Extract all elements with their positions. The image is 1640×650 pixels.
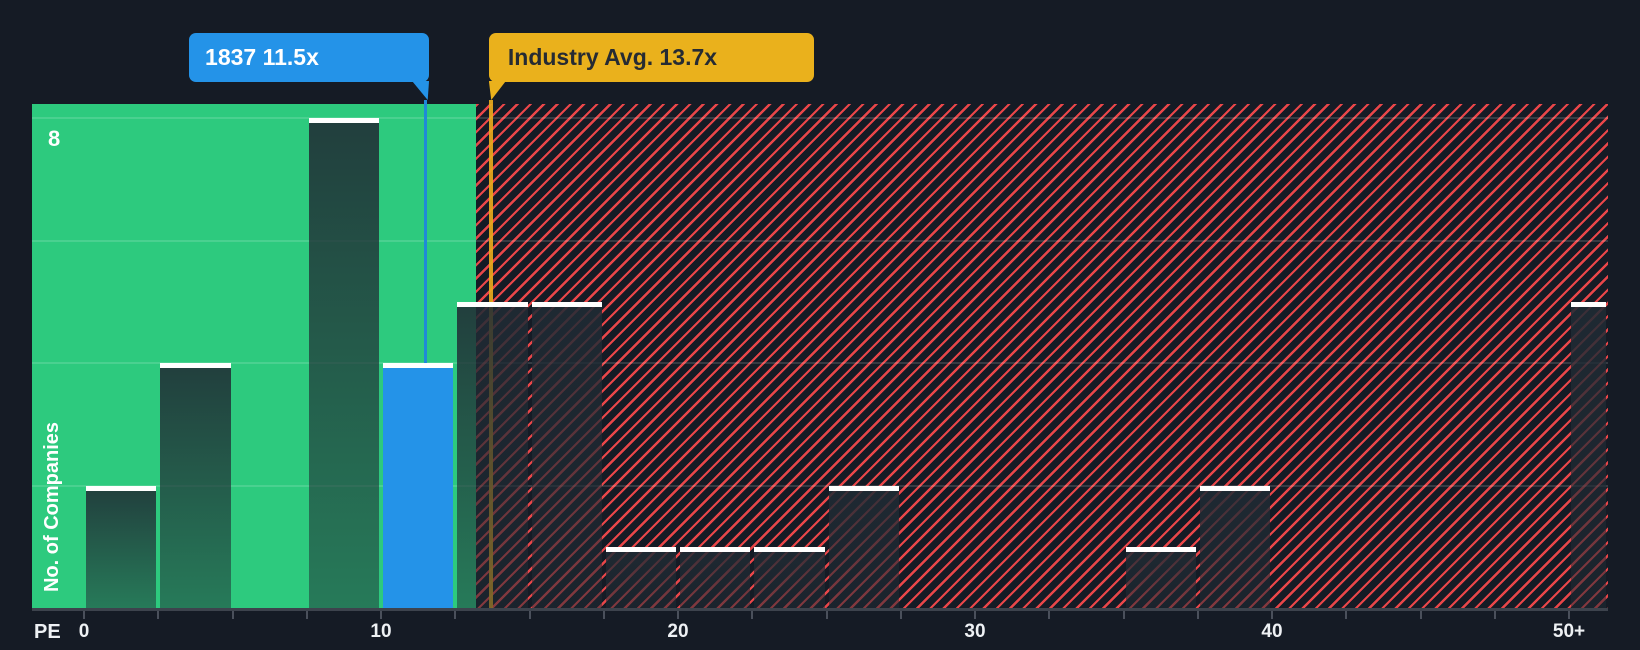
bar-top-cap — [1125, 546, 1196, 552]
x-axis-tick-label: 0 — [78, 621, 90, 642]
bar-top-cap — [828, 485, 899, 491]
histogram-bar[interactable] — [828, 485, 899, 608]
histogram-bar[interactable] — [1125, 546, 1196, 608]
x-axis-tick — [825, 611, 828, 619]
x-axis-tick — [751, 611, 754, 619]
bar-top-cap — [605, 546, 676, 552]
industry-tooltip-pointer — [488, 81, 506, 100]
x-axis-tick-label: 40 — [1261, 621, 1283, 642]
x-axis-tick — [899, 611, 902, 619]
bar-top-cap — [754, 546, 825, 552]
x-axis-tick — [677, 611, 679, 619]
x-axis-tick — [1419, 611, 1422, 619]
x-axis-tick — [83, 611, 85, 619]
histogram-bar[interactable] — [531, 301, 602, 608]
histogram-bar[interactable] — [160, 363, 231, 608]
x-axis-tick — [1568, 611, 1570, 619]
histogram-bar[interactable] — [754, 546, 825, 608]
x-axis-tick — [157, 611, 160, 619]
bar-top-cap — [308, 118, 379, 123]
x-axis-tick — [380, 611, 382, 619]
x-axis-tick — [1122, 611, 1125, 619]
bar-top-cap — [680, 546, 751, 552]
gridline — [32, 362, 1608, 364]
gridline — [32, 239, 1608, 242]
x-axis-tick-label: 50+ — [1552, 621, 1586, 642]
x-axis-tick — [1345, 611, 1348, 619]
histogram-bar[interactable] — [86, 485, 157, 608]
x-axis-tick — [454, 611, 457, 619]
histogram-bar[interactable] — [1199, 485, 1270, 608]
x-axis-tick — [1271, 611, 1273, 619]
x-axis-tick — [528, 611, 531, 619]
bar-top-cap — [1571, 301, 1606, 307]
bar-top-cap — [531, 301, 602, 307]
bar-top-cap — [457, 301, 528, 307]
bar-top-cap — [1199, 485, 1270, 491]
histogram-bar[interactable] — [680, 546, 751, 608]
x-axis-tick-label: 30 — [964, 621, 986, 642]
bar-top-cap — [160, 363, 231, 368]
gridline — [32, 484, 1608, 487]
company-pe-line — [424, 100, 428, 363]
x-axis-tick — [305, 611, 308, 619]
company-pe-bar[interactable] — [383, 363, 454, 608]
plot-area — [32, 100, 1608, 608]
overvalued-hatched-region — [476, 104, 1608, 608]
x-axis-tick — [1196, 611, 1199, 619]
x-axis-tick — [974, 611, 976, 619]
company-tooltip-pointer — [412, 81, 430, 100]
bar-top-cap — [86, 485, 157, 491]
x-axis-tick-label: 10 — [370, 621, 392, 642]
y-axis-tick-label: 8 — [48, 126, 61, 151]
histogram-bar[interactable] — [308, 118, 379, 608]
company-pe-tooltip[interactable]: 1837 11.5x — [189, 33, 430, 82]
x-axis-title: PE — [34, 621, 61, 643]
x-axis-tick — [1048, 611, 1051, 619]
histogram-bar[interactable] — [605, 546, 676, 608]
bar-top-cap — [383, 363, 454, 368]
x-axis-line — [32, 608, 1608, 611]
histogram-bar[interactable] — [1571, 301, 1606, 608]
x-axis-tick-label: 20 — [667, 621, 689, 642]
x-axis-tick — [602, 611, 605, 619]
y-axis-title: No. of Companies — [41, 421, 63, 592]
x-axis-tick — [231, 611, 234, 619]
histogram-bar[interactable] — [457, 301, 528, 608]
industry-avg-tooltip[interactable]: Industry Avg. 13.7x — [488, 33, 814, 82]
x-axis-tick — [1493, 611, 1496, 619]
gridline — [32, 117, 1608, 119]
